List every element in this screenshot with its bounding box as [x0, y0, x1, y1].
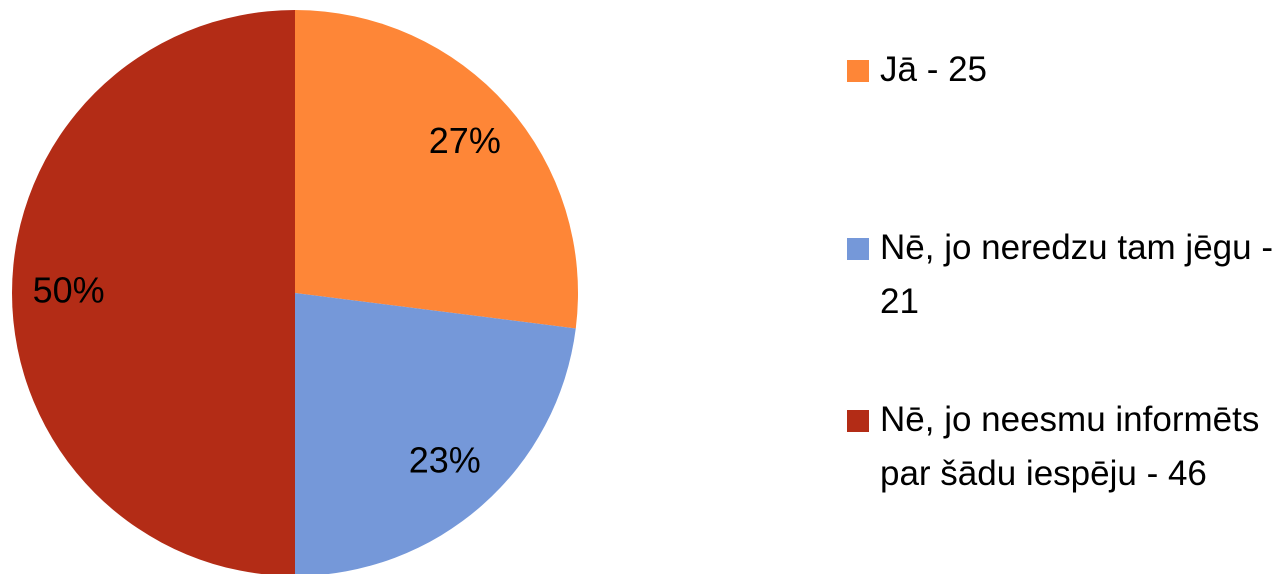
data-label: 27%	[429, 120, 501, 161]
legend-label: Nē, jo neesmu informēts par šādu iespēju…	[880, 400, 1260, 493]
legend-swatch	[847, 60, 869, 82]
legend-swatch	[847, 238, 869, 260]
pie-area: 27% 23% 50%	[12, 10, 578, 574]
legend-label: Jā - 25	[880, 50, 987, 89]
pie-slice	[295, 293, 576, 574]
legend-swatch	[847, 410, 869, 432]
data-label: 50%	[33, 270, 105, 311]
legend-label: Nē, jo neredzu tam jēgu - 21	[880, 228, 1273, 321]
data-label: 23%	[409, 439, 481, 480]
pie-slice	[12, 10, 295, 574]
pie-slice	[295, 10, 578, 329]
